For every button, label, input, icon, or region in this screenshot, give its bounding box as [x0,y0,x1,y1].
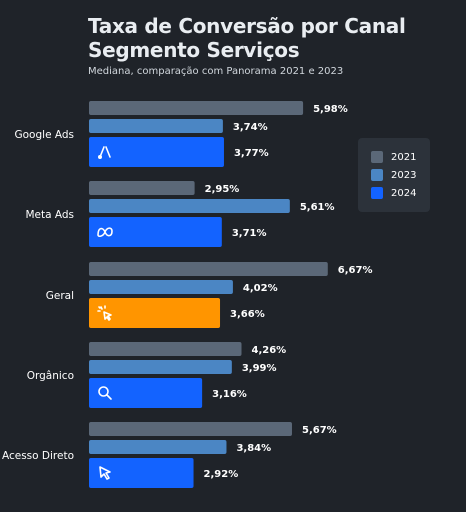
value-label-organico-2023: 3,99% [242,363,277,374]
category-label-geral: Geral [46,290,74,302]
legend: 2021 2023 2024 [358,138,430,212]
bar-meta-ads-2024 [89,217,222,247]
value-label-google-ads-2023: 3,74% [233,122,268,133]
chart-subtitle: Mediana, comparação com Panorama 2021 e … [88,66,344,77]
value-label-geral-2024: 3,66% [230,309,265,320]
category-label-organico: Orgânico [27,370,74,382]
category-label-acesso-direto: Acesso Direto [2,450,74,462]
bar-organico-2021 [89,342,242,356]
value-label-meta-ads-2023: 5,61% [300,202,335,213]
bar-meta-ads-2021 [89,181,195,195]
bar-geral-2023 [89,280,233,294]
bar-geral-2024 [89,298,221,328]
search-icon [98,386,112,400]
chart-title: Taxa de Conversão por Canal Segmento Ser… [88,14,406,62]
chart-title-line-1: Taxa de Conversão por Canal [88,14,406,38]
legend-item-2023: 2023 [371,169,416,181]
value-label-google-ads-2024: 3,77% [234,148,269,159]
bar-google-ads-2021 [89,101,304,115]
bar-google-ads-2024 [89,137,224,167]
bar-acesso-direto-2024 [89,458,194,488]
google-ads-icon [98,146,111,160]
bar-meta-ads-2023 [89,199,290,213]
meta-icon [97,227,113,238]
value-label-google-ads-2021: 5,98% [313,104,348,115]
legend-label-2021: 2021 [391,151,417,163]
value-label-acesso-direto-2023: 3,84% [236,443,271,454]
legend-swatch-2021 [371,151,383,163]
legend-swatch-2023 [371,169,383,181]
cursor-icon [99,466,111,480]
bar-organico-2024 [89,378,203,408]
value-label-geral-2023: 4,02% [243,283,278,294]
value-label-acesso-direto-2024: 2,92% [204,469,239,480]
category-label-meta-ads: Meta Ads [25,209,74,221]
value-label-meta-ads-2024: 3,71% [232,228,267,239]
legend-label-2024: 2024 [391,187,417,199]
bar-organico-2023 [89,360,232,374]
bar-acesso-direto-2021 [89,422,292,436]
legend-item-2021: 2021 [371,151,416,163]
legend-label-2023: 2023 [391,169,417,181]
bar-geral-2021 [89,262,328,276]
cursor-click-icon [97,305,112,321]
bar-google-ads-2023 [89,119,223,133]
legend-item-2024: 2024 [371,187,416,199]
category-label-google-ads: Google Ads [15,129,75,141]
value-label-geral-2021: 6,67% [338,265,373,276]
bar-acesso-direto-2023 [89,440,227,454]
legend-swatch-2024 [371,187,383,199]
value-label-organico-2021: 4,26% [252,345,287,356]
chart-title-line-2: Segmento Serviços [88,38,300,62]
value-label-acesso-direto-2021: 5,67% [302,425,337,436]
value-label-organico-2024: 3,16% [212,389,247,400]
value-label-meta-ads-2021: 2,95% [205,184,240,195]
